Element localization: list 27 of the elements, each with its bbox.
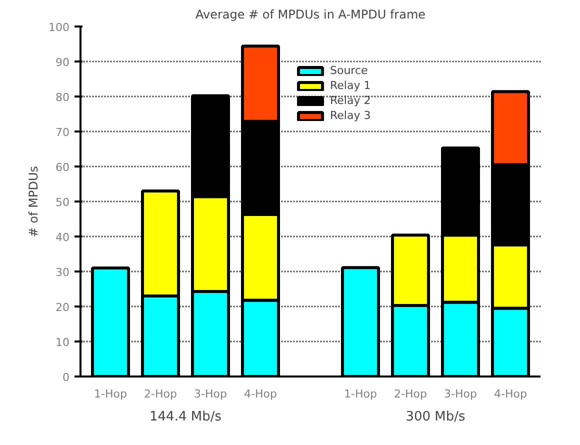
text: 144.4 Mb/s: [150, 410, 222, 424]
x-tick-label: 3-Hop: [444, 388, 477, 400]
x-tick-label: 4-Hop: [494, 388, 527, 400]
x-tick-label: 1-Hop: [94, 388, 127, 400]
legend-label: Relay 2: [330, 94, 371, 107]
text: 300 Mb/s: [406, 410, 466, 424]
x-tick-label: 4-Hop: [244, 388, 277, 400]
y-tick-label: 90: [56, 56, 70, 69]
y-tick-label: 30: [56, 266, 70, 279]
legend-label: Source: [330, 64, 368, 77]
y-tick-label: 40: [56, 231, 70, 244]
y-tick-label: 100: [48, 21, 70, 34]
y-tick-label: 60: [56, 161, 70, 174]
x-tick-label: 1-Hop: [344, 388, 377, 400]
chart-title: Average # of MPDUs in A-MPDU frame: [195, 8, 426, 22]
y-tick-label: 50: [56, 196, 70, 209]
legend-label: Relay 1: [330, 79, 371, 92]
y-tick-label: 0: [62, 371, 70, 384]
y-tick-label: 10: [56, 336, 70, 349]
legend-label: Relay 3: [330, 109, 371, 122]
y-tick-label: 20: [56, 301, 70, 314]
x-tick-label: 3-Hop: [194, 388, 227, 400]
x-tick-label: 2-Hop: [144, 388, 177, 400]
y-axis-title: # of MPDUs: [26, 166, 41, 238]
y-tick-label: 80: [56, 91, 70, 104]
y-tick-label: 70: [56, 126, 70, 139]
x-tick-label: 2-Hop: [394, 388, 427, 400]
